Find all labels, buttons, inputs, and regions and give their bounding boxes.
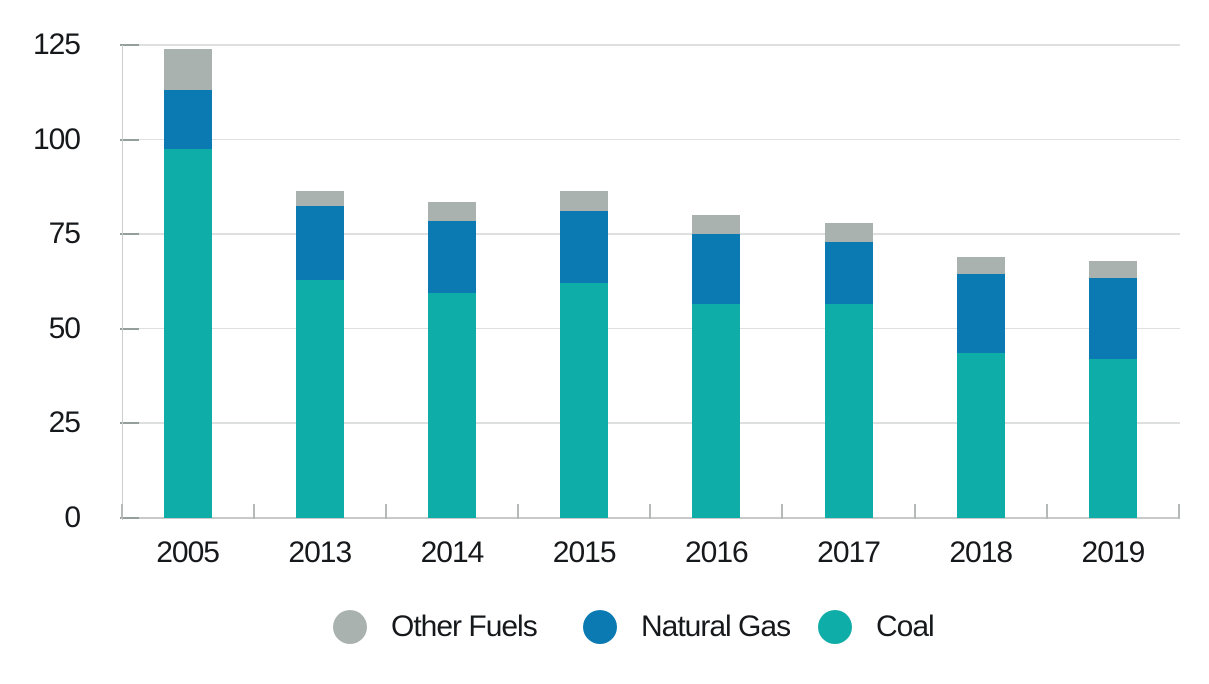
y-axis-line [121, 45, 123, 520]
x-tick-label: 2016 [684, 536, 749, 569]
y-axis-tick [120, 517, 139, 519]
x-axis-tick [781, 504, 784, 519]
bar-2014-natural-gas [427, 220, 476, 293]
bar-2005-coal [163, 149, 212, 518]
x-axis-tick [384, 504, 387, 519]
bar-2013-natural-gas [295, 205, 344, 280]
bar-2018-natural-gas [956, 273, 1005, 354]
x-tick-label: 2019 [1081, 536, 1146, 569]
bar-2017-natural-gas [824, 241, 873, 305]
x-axis-tick [1178, 504, 1180, 519]
legend-marker-icon [333, 610, 367, 644]
y-axis-tick [120, 327, 139, 330]
gridline [121, 44, 1180, 46]
bar-2018-coal [956, 353, 1005, 518]
bar-2017-coal [824, 304, 873, 518]
y-tick-label: 100 [32, 122, 81, 156]
y-tick-label: 25 [48, 406, 81, 440]
x-tick-label: 2005 [156, 536, 220, 569]
bar-2013-coal [295, 279, 344, 518]
bar-2015-natural-gas [560, 211, 609, 284]
gridline [121, 327, 1180, 330]
legend-label: Coal [876, 610, 935, 643]
bar-2019-coal [1088, 359, 1137, 518]
legend-label: Natural Gas [641, 610, 791, 643]
x-tick-label: 2013 [288, 536, 352, 569]
bar-2005-other-fuels [163, 48, 212, 91]
y-tick-label: 75 [48, 217, 81, 251]
x-tick-label: 2015 [552, 536, 617, 569]
x-axis-tick [649, 504, 652, 519]
bar-2016-coal [692, 304, 741, 518]
gridline [121, 233, 1180, 235]
bar-2014-coal [427, 292, 476, 518]
bar-2019-natural-gas [1088, 277, 1137, 360]
bar-2019-other-fuels [1088, 260, 1137, 278]
x-axis-tick [517, 504, 520, 519]
bar-2016-natural-gas [692, 234, 741, 305]
gridline [121, 422, 1180, 424]
legend-item-natural-gas: Natural Gas [583, 609, 791, 645]
legend-marker-icon [583, 610, 617, 644]
bar-2017-other-fuels [824, 222, 873, 242]
x-axis-tick [252, 504, 255, 519]
legend-item-other-fuels: Other Fuels [333, 609, 538, 645]
bar-2018-other-fuels [956, 256, 1005, 274]
y-axis-tick [120, 44, 139, 46]
bar-2014-other-fuels [427, 202, 476, 221]
bar-2015-other-fuels [560, 190, 609, 212]
legend-marker-icon [818, 610, 852, 644]
x-axis-tick [120, 504, 123, 519]
x-tick-label: 2017 [817, 536, 881, 569]
y-axis-tick [120, 233, 139, 236]
y-tick-label: 50 [48, 311, 81, 345]
bar-2016-other-fuels [692, 215, 741, 235]
x-tick-label: 2014 [420, 536, 485, 569]
x-axis-tick [1045, 504, 1048, 519]
legend-label: Other Fuels [391, 610, 538, 643]
bar-2005-natural-gas [163, 90, 212, 150]
legend-item-coal: Coal [818, 609, 935, 645]
x-tick-label: 2018 [949, 536, 1013, 569]
y-tick-label: 125 [32, 28, 81, 61]
y-axis-tick [120, 422, 139, 425]
x-axis-tick [913, 504, 916, 519]
bar-2013-other-fuels [295, 190, 344, 206]
bar-2015-coal [560, 283, 609, 518]
y-axis-tick [120, 138, 139, 141]
gridline [121, 138, 1180, 141]
y-tick-label: 0 [64, 501, 81, 534]
